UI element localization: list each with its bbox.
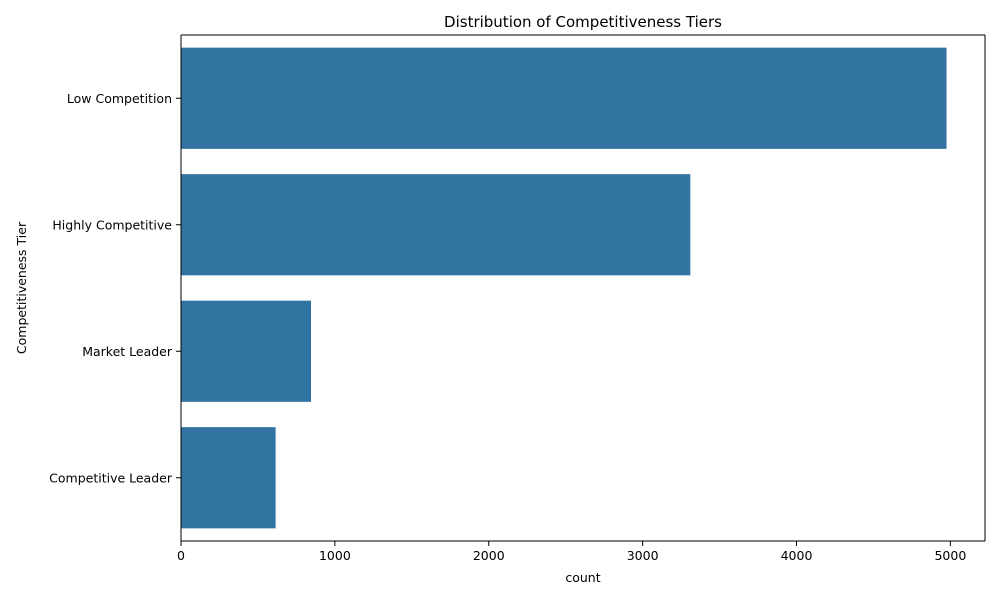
bars-group: [181, 47, 947, 529]
y-tick-label-competitive-leader: Competitive Leader: [49, 470, 173, 485]
x-tick-label-0: 0: [177, 548, 185, 563]
bar-low-competition: [181, 47, 947, 149]
x-tick-label-3000: 3000: [627, 548, 659, 563]
y-tick-label-market-leader: Market Leader: [82, 344, 173, 359]
x-axis-ticks: 0 1000 2000 3000 4000 5000: [177, 541, 966, 563]
y-tick-label-low-competition: Low Competition: [67, 91, 172, 106]
x-tick-label-5000: 5000: [934, 548, 966, 563]
bar-competitive-leader: [181, 427, 276, 529]
y-axis-ticks: Low Competition Highly Competitive Market …: [49, 91, 181, 485]
chart-title: Distribution of Competitiveness Tiers: [444, 13, 722, 31]
x-axis-label: count: [565, 570, 600, 585]
x-tick-label-4000: 4000: [781, 548, 813, 563]
x-tick-label-2000: 2000: [473, 548, 505, 563]
bar-highly-competitive: [181, 174, 691, 276]
bar-market-leader: [181, 300, 312, 402]
y-tick-label-highly-competitive: Highly Competitive: [52, 217, 172, 232]
y-axis-label: Competitiveness Tier: [14, 221, 29, 354]
x-tick-label-1000: 1000: [319, 548, 351, 563]
